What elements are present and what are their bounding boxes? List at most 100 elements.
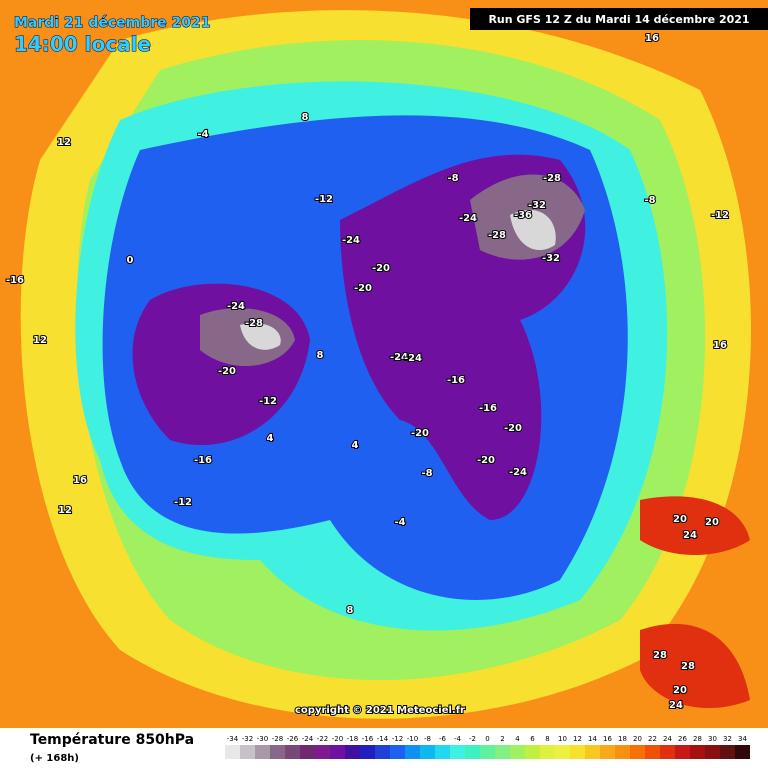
legend-swatch <box>315 745 330 759</box>
legend-swatch <box>585 745 600 759</box>
legend-swatch <box>495 745 510 759</box>
legend-label: -32 <box>242 735 253 743</box>
contour-label: -16 <box>479 403 497 414</box>
legend-swatch <box>465 745 480 759</box>
legend-swatch <box>540 745 555 759</box>
legend-label: 4 <box>515 735 520 743</box>
legend-label: 12 <box>573 735 582 743</box>
contour-label: -24 <box>227 301 245 312</box>
legend-label: -22 <box>317 735 328 743</box>
legend-label: -30 <box>257 735 268 743</box>
contour-label: -20 <box>372 263 390 274</box>
contour-label: -24 <box>342 235 360 246</box>
contour-label: 4 <box>267 433 274 444</box>
contour-label: 20 <box>705 517 719 528</box>
contour-label: -12 <box>711 210 729 221</box>
legend-label: -4 <box>454 735 462 743</box>
legend-label: -14 <box>377 735 389 743</box>
contour-label: 8 <box>347 605 354 616</box>
legend-label: 10 <box>558 735 567 743</box>
legend-label: -12 <box>392 735 403 743</box>
legend-title: Température 850hPa <box>30 732 194 748</box>
legend-swatch <box>555 745 570 759</box>
legend-swatch <box>675 745 690 759</box>
contour-label: -36 <box>514 210 532 221</box>
legend-swatch <box>240 745 255 759</box>
header-date: Mardi 21 décembre 2021 <box>14 15 211 31</box>
contour-label: -24 <box>390 352 408 363</box>
legend-label: -26 <box>287 735 299 743</box>
legend-label: 22 <box>648 735 657 743</box>
legend-swatch <box>390 745 405 759</box>
legend-label: -24 <box>302 735 314 743</box>
legend-swatch <box>300 745 315 759</box>
run-info: Run GFS 12 Z du Mardi 14 décembre 2021 <box>488 13 749 26</box>
legend-label: -2 <box>469 735 476 743</box>
legend-swatch <box>435 745 450 759</box>
legend-swatch <box>600 745 615 759</box>
legend-swatch <box>255 745 270 759</box>
legend-label: 16 <box>603 735 612 743</box>
legend-label: -16 <box>362 735 374 743</box>
contour-label: -16 <box>447 375 465 386</box>
contour-label: 20 <box>673 514 687 525</box>
legend-label: -10 <box>407 735 418 743</box>
temp-zone <box>200 174 585 367</box>
contour-label: -24 <box>509 467 527 478</box>
contour-label: -16 <box>194 455 212 466</box>
contour-label: -8 <box>421 468 432 479</box>
contour-label: -20 <box>354 283 372 294</box>
legend-swatch <box>450 745 465 759</box>
legend-swatch <box>720 745 735 759</box>
contour-label: -28 <box>543 173 561 184</box>
contour-label: 16 <box>73 475 87 486</box>
legend-swatch <box>360 745 375 759</box>
legend-label: 8 <box>545 735 549 743</box>
temp-zone <box>640 496 750 709</box>
legend-label: -28 <box>272 735 283 743</box>
contour-label: 24 <box>669 700 683 711</box>
legend-swatch <box>570 745 585 759</box>
contour-label: 4 <box>352 440 359 451</box>
contour-label: -8 <box>644 195 655 206</box>
legend-swatch <box>330 745 345 759</box>
contour-label: 28 <box>653 650 667 661</box>
legend-swatch <box>375 745 390 759</box>
legend-label: 24 <box>663 735 672 743</box>
legend-swatch <box>225 745 240 759</box>
contour-label: -12 <box>259 396 277 407</box>
contour-label: 28 <box>681 661 695 672</box>
contour-label: 12 <box>58 505 72 516</box>
legend-label: 26 <box>678 735 687 743</box>
contour-label: -20 <box>218 366 236 377</box>
legend-swatch <box>405 745 420 759</box>
legend-label: -34 <box>227 735 239 743</box>
contour-label: -32 <box>528 200 546 211</box>
legend-label: 30 <box>708 735 717 743</box>
contour-label: 24 <box>683 530 697 541</box>
legend-swatch <box>690 745 705 759</box>
contour-label: -8 <box>447 173 458 184</box>
legend-label: -20 <box>332 735 343 743</box>
legend-label: 6 <box>530 735 535 743</box>
legend-label: 34 <box>738 735 747 743</box>
legend-swatch <box>525 745 540 759</box>
contour-label: -12 <box>315 194 333 205</box>
legend-label: -6 <box>439 735 447 743</box>
contour-label: -28 <box>245 318 263 329</box>
contour-label: 16 <box>713 340 727 351</box>
copyright: copyright © 2021 Meteociel.fr <box>295 705 465 716</box>
contour-label: -28 <box>488 230 506 241</box>
contour-label: -20 <box>411 428 429 439</box>
legend-swatch <box>420 745 435 759</box>
temp-zone <box>240 209 556 350</box>
legend-swatch <box>510 745 525 759</box>
legend-label: 0 <box>485 735 489 743</box>
legend-swatch <box>270 745 285 759</box>
contour-label: -4 <box>197 129 208 140</box>
legend-label: -8 <box>424 735 431 743</box>
contour-label: -20 <box>477 455 495 466</box>
legend-swatch <box>645 745 660 759</box>
contour-label: 16 <box>645 33 659 44</box>
